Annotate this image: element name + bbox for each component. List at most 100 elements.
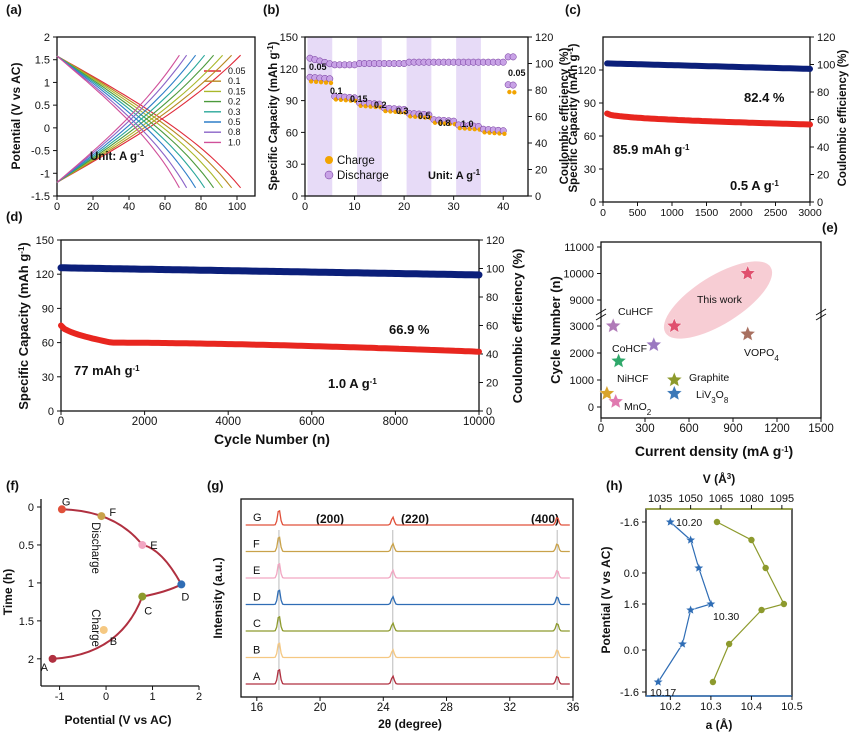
charge-point — [507, 89, 512, 95]
x-tick-label: 1095 — [770, 493, 794, 505]
y-axis-label-e: Cycle Number (n) — [548, 276, 563, 384]
y-tick-label: 20 — [486, 378, 498, 390]
y-tick-label: 40 — [486, 349, 498, 361]
x-tick-label: 1500 — [808, 423, 834, 435]
label-part: 1.0 A g — [328, 376, 370, 391]
cell-volume-point — [748, 536, 755, 544]
x-tick-label: 10.4 — [741, 701, 762, 713]
y-tick-label: 9000 — [570, 295, 594, 307]
lattice-a-star — [685, 534, 696, 545]
material-star-marker — [598, 384, 615, 401]
charge-curve — [56, 54, 206, 183]
material-star-marker — [605, 317, 622, 333]
xrd-pattern — [245, 589, 570, 606]
x-tick-label: 300 — [635, 423, 654, 435]
x-tick-label: 30 — [448, 201, 460, 213]
label-nihcf: NiHCF — [617, 373, 649, 385]
legend-label: 0.1 — [228, 76, 241, 86]
label-part: ) — [568, 43, 580, 47]
charge-curve — [56, 54, 180, 183]
rate-label: 0.05 — [508, 68, 526, 78]
y-tick-label: 2000 — [570, 348, 594, 360]
y-tick-label: 0 — [588, 402, 594, 414]
rate-label: 0.2 — [374, 100, 387, 110]
material-star-marker — [739, 264, 756, 281]
x-tick-label: 1500 — [695, 207, 719, 219]
material-star-marker — [607, 393, 624, 409]
material-star-marker — [666, 384, 683, 401]
rate-annotation-d: 1.0 A g-1 — [328, 376, 377, 391]
y-tick-label: 90 — [42, 303, 54, 315]
label-part: LiV — [696, 389, 711, 401]
y-tick-label: 120 — [535, 32, 553, 44]
x-tick-label: 0 — [302, 201, 308, 213]
xrd-pattern — [245, 509, 570, 526]
x-tick-label: 60 — [159, 201, 171, 213]
state-label: E — [150, 540, 157, 552]
y-tick-label: -1 — [40, 168, 50, 180]
axis-break — [595, 308, 607, 316]
xrd-pattern — [245, 642, 570, 659]
y-tick-label: 30 — [584, 164, 596, 176]
y-tick-label: 1 — [44, 77, 50, 89]
y-tick-label: 60 — [286, 127, 298, 139]
state-label: A — [41, 662, 49, 674]
xrd-pattern — [245, 668, 570, 685]
state-label: D — [181, 591, 189, 603]
state-point — [177, 580, 186, 589]
label-mid-a: 10.30 — [713, 611, 739, 623]
retention-annotation-d: 66.9 % — [389, 322, 430, 337]
x-tick-label: 1050 — [678, 493, 702, 505]
material-star-marker — [666, 317, 683, 333]
y-tick-label: 0 — [817, 197, 823, 209]
peak-label: (200) — [316, 512, 344, 526]
pattern-label: G — [253, 512, 262, 524]
x-tick-label: 6000 — [299, 416, 325, 428]
label-part: V (Å — [703, 471, 727, 486]
ce-point — [499, 58, 507, 66]
material-star-marker — [739, 325, 756, 342]
label-max-a: 10.20 — [676, 517, 702, 529]
y-tick-label: 120 — [280, 64, 298, 76]
x-tick-label: 2 — [196, 691, 202, 703]
charge-point — [502, 131, 507, 136]
panel-label: (c) — [565, 2, 581, 17]
label-part: -1 — [772, 179, 780, 188]
y-tick-label: 11000 — [564, 242, 594, 254]
y-tick-label: 0 — [48, 406, 54, 418]
discharge-curve — [56, 55, 188, 189]
y-tick-label: 80 — [535, 85, 547, 97]
label-part: Current density (mA g — [635, 443, 782, 459]
y-tick-label: 60 — [486, 321, 498, 333]
label-part: ) — [268, 41, 280, 45]
x-tick-label: 100 — [228, 201, 246, 213]
charge-curve — [56, 54, 188, 183]
legend-label: 1.0 — [228, 137, 241, 147]
legend-discharge-label: Discharge — [337, 170, 389, 182]
state-point — [99, 625, 108, 634]
x-axis-label-f: Potential (V vs AC) — [65, 713, 172, 727]
legend-charge-marker — [325, 156, 333, 164]
cell-volume-series — [712, 521, 785, 683]
label-part: Specific Capacity (mAh g — [568, 54, 580, 192]
lattice-a-star — [705, 598, 717, 609]
xrd-pattern — [245, 615, 570, 632]
y-axis-label-g: Intensity (a.u.) — [211, 557, 225, 638]
y-tick-label: 40 — [817, 142, 829, 154]
panel-label: (d) — [6, 209, 23, 224]
charge-curve — [56, 54, 241, 183]
x-tick-label: 0 — [54, 201, 60, 213]
x-tick-label: 36 — [567, 702, 580, 714]
x-tick-label: 20 — [314, 702, 327, 714]
cell-volume-point — [758, 606, 765, 614]
state-point — [57, 505, 66, 514]
ce-series — [604, 60, 813, 72]
pattern-label: B — [253, 645, 260, 657]
legend-discharge-marker — [324, 170, 334, 180]
x-tick-label: 80 — [195, 201, 207, 213]
y-tick-label: 0 — [535, 191, 541, 203]
label-part: -1 — [781, 445, 789, 454]
label-part: -1 — [566, 47, 575, 55]
rate-label: 0.5 — [418, 111, 431, 121]
